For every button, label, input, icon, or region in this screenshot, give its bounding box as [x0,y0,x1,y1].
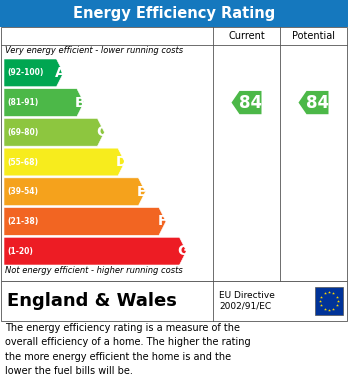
Text: EU Directive: EU Directive [219,292,275,301]
Polygon shape [4,148,125,176]
Text: (92-100): (92-100) [7,68,44,77]
Text: (69-80): (69-80) [7,128,38,137]
Text: A: A [55,66,65,80]
Polygon shape [4,89,84,117]
Text: (55-68): (55-68) [7,158,38,167]
Text: C: C [96,125,106,139]
Text: 84: 84 [239,93,262,111]
Text: Potential: Potential [292,31,335,41]
Text: E: E [137,185,147,199]
Text: F: F [158,214,167,228]
Polygon shape [4,118,104,146]
Polygon shape [4,59,63,87]
Polygon shape [4,237,187,265]
Bar [0,0,348,27]
Text: B: B [75,95,86,109]
Polygon shape [231,91,261,114]
Polygon shape [4,208,166,235]
Text: D: D [116,155,127,169]
Bar [315,287,343,315]
Text: (21-38): (21-38) [7,217,38,226]
Text: (39-54): (39-54) [7,187,38,196]
Polygon shape [299,91,329,114]
Polygon shape [4,178,145,206]
Text: Energy Efficiency Rating: Energy Efficiency Rating [73,6,275,21]
Text: (81-91): (81-91) [7,98,38,107]
Text: 2002/91/EC: 2002/91/EC [219,301,271,310]
Text: Very energy efficient - lower running costs: Very energy efficient - lower running co… [5,46,183,55]
Text: Current: Current [228,31,265,41]
Text: 84: 84 [306,93,329,111]
Text: The energy efficiency rating is a measure of the
overall efficiency of a home. T: The energy efficiency rating is a measur… [5,323,251,376]
Text: (1-20): (1-20) [7,247,33,256]
Bar [1,281,347,321]
Text: G: G [177,244,189,258]
Text: England & Wales: England & Wales [7,292,177,310]
Bar [1,27,347,281]
Text: Not energy efficient - higher running costs: Not energy efficient - higher running co… [5,266,183,275]
